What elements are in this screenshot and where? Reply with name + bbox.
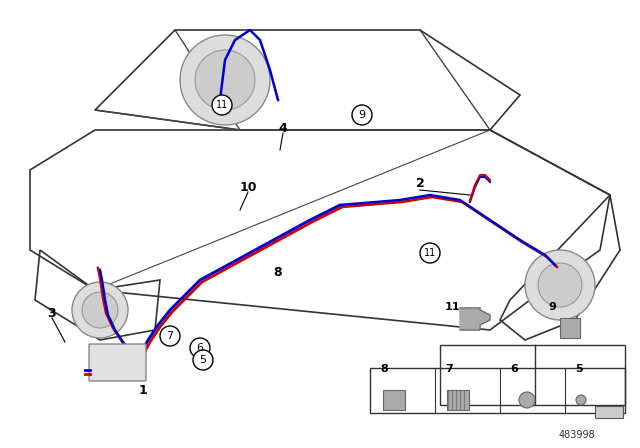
Text: 483998: 483998 bbox=[558, 430, 595, 440]
Text: 7: 7 bbox=[445, 364, 452, 374]
Bar bbox=[370, 368, 625, 413]
Polygon shape bbox=[460, 308, 490, 330]
Text: 8: 8 bbox=[274, 266, 282, 279]
Bar bbox=[383, 390, 405, 410]
Circle shape bbox=[212, 95, 232, 115]
Circle shape bbox=[195, 50, 255, 110]
Circle shape bbox=[538, 263, 582, 307]
Text: 6: 6 bbox=[510, 364, 518, 374]
Text: 5: 5 bbox=[200, 355, 207, 365]
Text: 10: 10 bbox=[239, 181, 257, 194]
Circle shape bbox=[72, 282, 128, 338]
Circle shape bbox=[519, 392, 535, 408]
Text: 11: 11 bbox=[445, 302, 461, 312]
Text: 7: 7 bbox=[166, 331, 173, 341]
Text: 6: 6 bbox=[196, 343, 204, 353]
Text: 11: 11 bbox=[424, 248, 436, 258]
Circle shape bbox=[82, 292, 118, 328]
Text: 4: 4 bbox=[278, 121, 287, 134]
Bar bbox=[595, 406, 623, 418]
Text: 1: 1 bbox=[139, 383, 147, 396]
Circle shape bbox=[576, 395, 586, 405]
Bar bbox=[440, 345, 625, 405]
Text: 2: 2 bbox=[415, 177, 424, 190]
Text: 11: 11 bbox=[216, 100, 228, 110]
FancyBboxPatch shape bbox=[89, 344, 146, 381]
Bar bbox=[560, 318, 580, 338]
Circle shape bbox=[180, 35, 270, 125]
Text: 3: 3 bbox=[48, 306, 56, 319]
Text: 9: 9 bbox=[358, 110, 365, 120]
Circle shape bbox=[190, 338, 210, 358]
Circle shape bbox=[525, 250, 595, 320]
Circle shape bbox=[193, 350, 213, 370]
Text: 5: 5 bbox=[575, 364, 582, 374]
Circle shape bbox=[352, 105, 372, 125]
Circle shape bbox=[160, 326, 180, 346]
Circle shape bbox=[420, 243, 440, 263]
Text: 9: 9 bbox=[548, 302, 556, 312]
Text: 8: 8 bbox=[380, 364, 388, 374]
Bar bbox=[447, 390, 469, 410]
